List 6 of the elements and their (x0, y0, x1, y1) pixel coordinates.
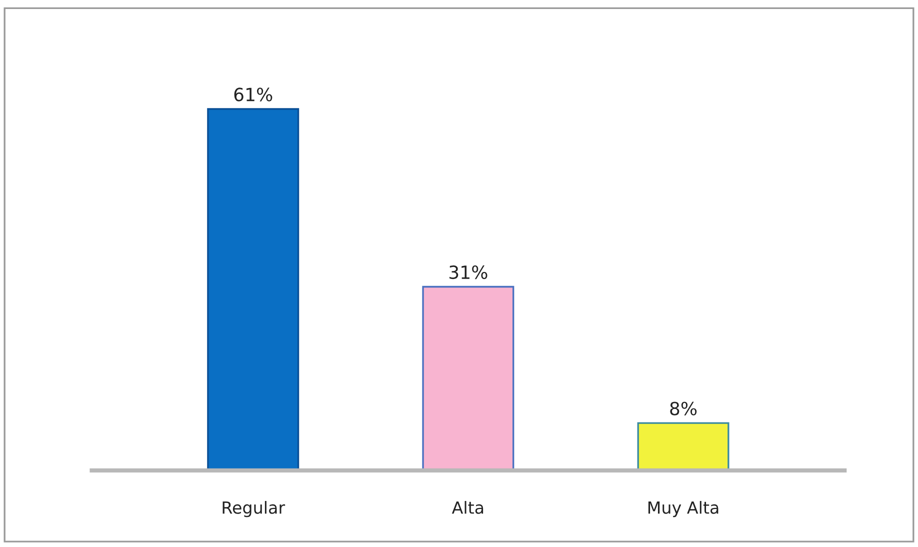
data-label: 31% (449, 265, 488, 280)
x-tick-label: Muy Alta (648, 500, 718, 518)
x-tick-label: Regular (222, 500, 286, 518)
x-tick-label: Alta (452, 500, 484, 514)
data-label: 8% (670, 402, 697, 416)
data-label: 61% (234, 88, 272, 102)
